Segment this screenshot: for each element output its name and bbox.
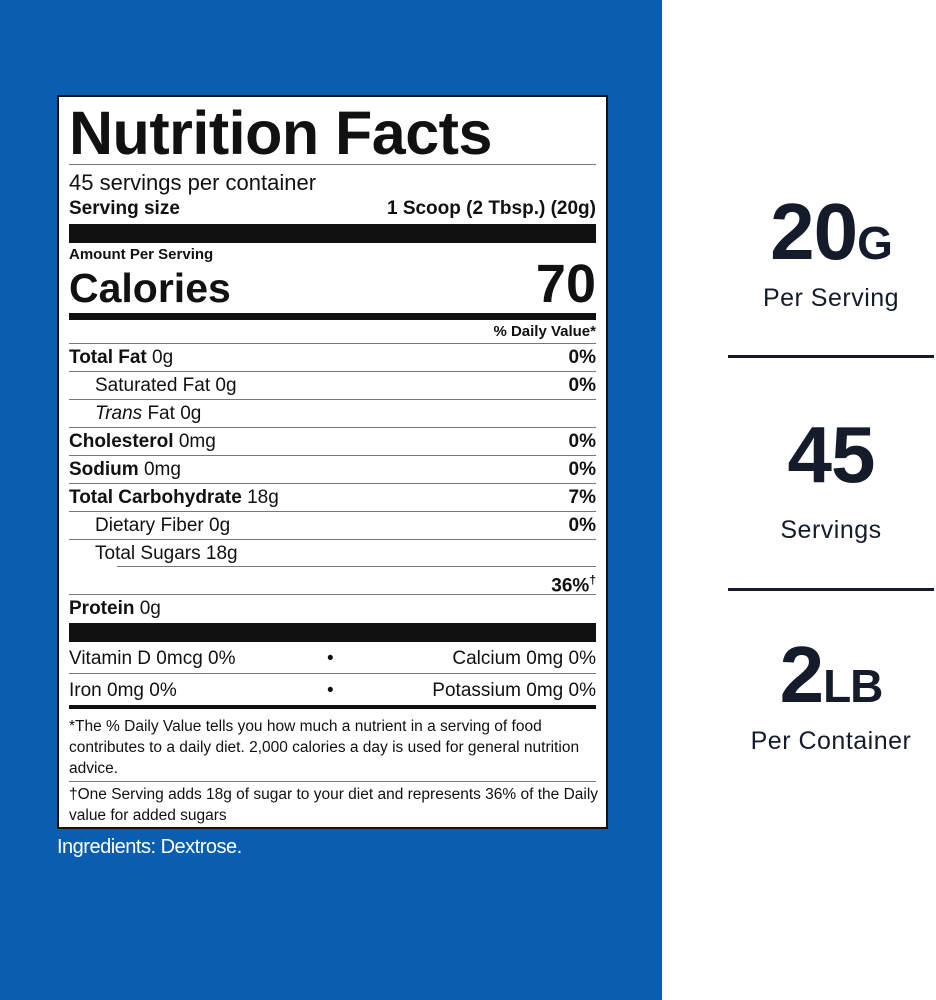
stat-number: 45 — [787, 410, 876, 499]
thick-rule — [69, 313, 596, 320]
nutrient-amount: 0g — [180, 403, 202, 424]
nutrient-amount: 0mg — [143, 459, 181, 480]
nutrition-label: Nutrition Facts 45 servings per containe… — [57, 95, 608, 829]
sugar-footnote: †One Serving adds 18g of sugar to your d… — [69, 786, 599, 824]
vitamin-amount: 0mg — [526, 680, 564, 701]
nutrient-amount: 0g — [152, 347, 174, 368]
stat-unit: G — [857, 217, 893, 269]
nutrient-amount: 0g — [139, 598, 161, 619]
separator — [728, 588, 934, 591]
added-sugar-dv: 36% — [551, 575, 590, 597]
thick-rule — [69, 224, 596, 243]
nutrient-dv: 0% — [568, 431, 596, 452]
nutrient-dv: 0% — [568, 459, 596, 480]
dagger: † — [589, 573, 596, 587]
calories-label: Calories — [69, 265, 231, 311]
nutrient-name: Total Fat — [69, 347, 147, 368]
rule — [69, 427, 596, 428]
vitamin-name: Potassium — [432, 680, 521, 701]
footnote: *The % Daily Value tells you how much a … — [69, 718, 580, 777]
medium-rule — [69, 705, 596, 709]
nutrient-dv: 0% — [568, 347, 596, 368]
nutrient-amount: 18g — [205, 543, 238, 564]
vitamin-amount: 0mcg — [156, 648, 203, 669]
vitamin-name: Vitamin D — [69, 648, 152, 669]
rule — [69, 343, 596, 344]
amount-per-serving: Amount Per Serving — [69, 246, 214, 263]
stat-caption: Per Serving — [762, 284, 900, 312]
vitamin-dv: 0% — [568, 648, 596, 669]
nutrient-dv: 7% — [568, 487, 596, 508]
nutrient-name: Total Carbohydrate — [69, 487, 242, 508]
nutrient-dv: 0% — [568, 515, 596, 536]
rule — [69, 594, 596, 595]
serving-size-value: 1 Scoop (2 Tbsp.) (20g) — [386, 198, 596, 219]
stat-number: 2 — [779, 630, 824, 719]
rule — [69, 673, 596, 674]
nutrient-name: Protein — [69, 598, 135, 619]
nutrient-name: Saturated Fat — [95, 375, 211, 396]
title: Nutrition Facts — [69, 99, 492, 167]
vitamin-dv: 0% — [568, 680, 596, 701]
stat-number: 20 — [770, 187, 858, 276]
ingredients: Ingredients: Dextrose. — [57, 836, 242, 858]
rule — [117, 566, 596, 567]
rule — [69, 455, 596, 456]
nutrient-name: Dietary Fiber — [95, 515, 204, 536]
vitamin-name: Calcium — [452, 648, 521, 669]
vitamin-amount: 0mg — [107, 680, 144, 701]
separator — [728, 355, 934, 358]
vitamin-dv: 0% — [149, 680, 177, 701]
rule — [69, 399, 596, 400]
rule — [69, 483, 596, 484]
rule — [69, 371, 596, 372]
rule — [69, 539, 596, 540]
stat-caption: Servings — [780, 516, 882, 544]
daily-value-header: % Daily Value* — [493, 323, 596, 340]
bullet: • — [327, 680, 334, 701]
rule — [69, 511, 596, 512]
nutrient-name: Sodium — [69, 459, 139, 480]
nutrient-name: Fat — [147, 403, 175, 424]
vitamin-amount: 0mg — [526, 648, 564, 669]
vitamin-dv: 0% — [208, 648, 236, 669]
stat-caption: Per Container — [750, 727, 912, 755]
nutrient-name: Cholesterol — [69, 431, 174, 452]
rule — [69, 781, 596, 782]
stat-unit: LB — [823, 660, 883, 712]
nutrient-amount: 0g — [209, 515, 231, 536]
nutrient-amount: 0mg — [178, 431, 216, 452]
nutrient-name: Total Sugars — [95, 543, 201, 564]
servings: 45 servings per container — [69, 170, 317, 195]
serving-size-label: Serving size — [69, 198, 180, 219]
nutrient-amount: 0g — [215, 375, 237, 396]
nutrient-amount: 18g — [247, 487, 279, 508]
thick-rule — [69, 623, 596, 642]
nutrient-dv: 0% — [568, 375, 596, 396]
bullet: • — [327, 648, 334, 669]
rule — [69, 164, 596, 165]
nutrient-prefix: Trans — [95, 403, 143, 424]
vitamin-name: Iron — [69, 680, 102, 701]
calories-value: 70 — [535, 254, 596, 314]
